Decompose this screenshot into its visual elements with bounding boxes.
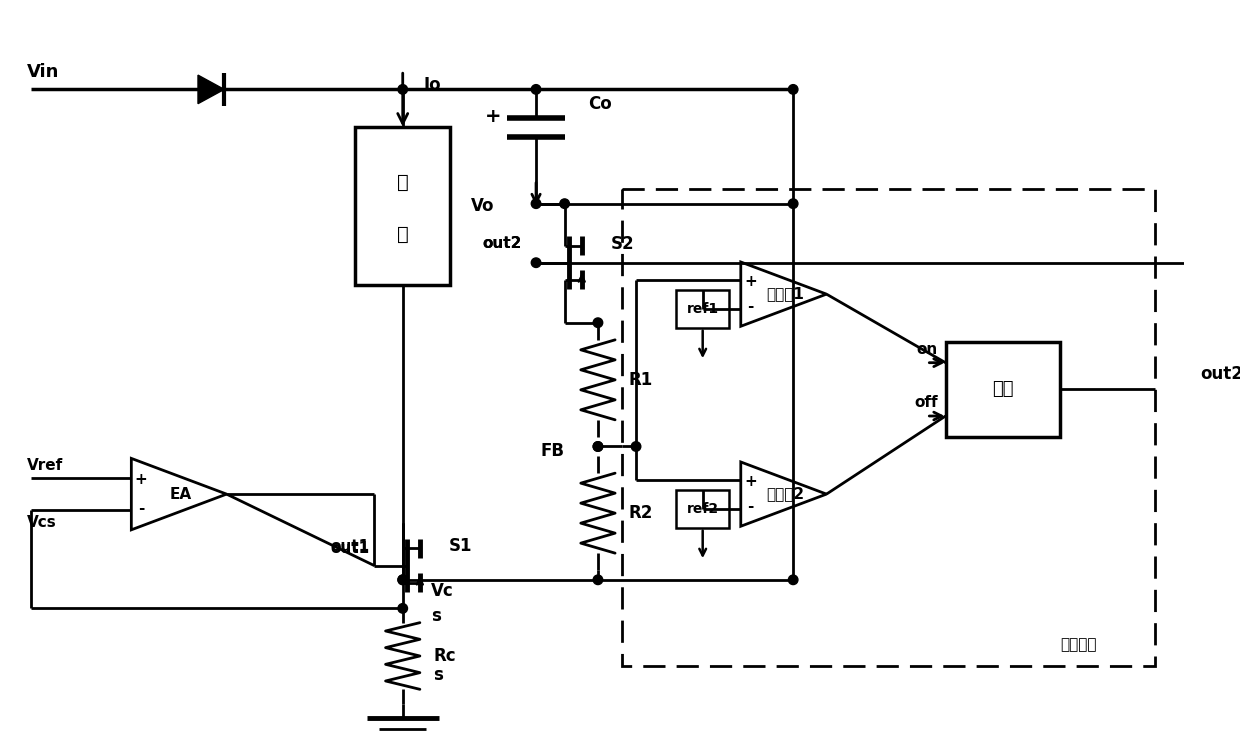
Bar: [355, 127, 450, 285]
Text: S1: S1: [449, 538, 472, 556]
Bar: [621, 190, 1154, 666]
Text: -: -: [748, 300, 754, 315]
Text: EA: EA: [170, 486, 192, 501]
Circle shape: [593, 442, 603, 451]
Text: +: +: [744, 474, 756, 489]
Text: +: +: [485, 107, 501, 126]
Text: FB: FB: [541, 442, 564, 460]
Text: -: -: [748, 499, 754, 514]
Text: 控制电路: 控制电路: [1060, 637, 1097, 652]
Text: +: +: [744, 274, 756, 288]
Text: 负: 负: [397, 173, 409, 192]
Circle shape: [398, 575, 408, 584]
Circle shape: [789, 575, 797, 584]
Text: -: -: [138, 501, 144, 516]
Text: ref2: ref2: [687, 501, 719, 516]
Bar: [676, 290, 729, 328]
Text: 载: 载: [397, 225, 409, 244]
Circle shape: [593, 442, 603, 451]
Text: out1: out1: [330, 541, 370, 556]
Text: ref1: ref1: [687, 302, 719, 316]
Circle shape: [559, 199, 569, 209]
Text: 比较器2: 比较器2: [766, 486, 805, 501]
Bar: [946, 342, 1060, 437]
Text: Rc: Rc: [433, 647, 456, 665]
Circle shape: [531, 199, 541, 209]
Text: on: on: [916, 342, 937, 357]
Text: off: off: [914, 395, 937, 410]
Text: Vin: Vin: [26, 63, 60, 81]
Text: Co: Co: [589, 95, 613, 113]
Text: out2: out2: [482, 236, 522, 252]
Text: out1: out1: [330, 539, 370, 554]
Text: Io: Io: [424, 75, 441, 93]
Circle shape: [631, 442, 641, 451]
Text: Vref: Vref: [26, 458, 63, 473]
Text: Vcs: Vcs: [26, 515, 56, 530]
Polygon shape: [198, 75, 224, 104]
Text: Vo: Vo: [471, 197, 495, 215]
Text: +: +: [134, 472, 148, 487]
Text: 逻辑: 逻辑: [992, 380, 1013, 398]
Circle shape: [789, 84, 797, 94]
Text: R1: R1: [629, 370, 652, 389]
Circle shape: [593, 575, 603, 584]
Circle shape: [593, 318, 603, 328]
Circle shape: [531, 84, 541, 94]
Text: 比较器1: 比较器1: [766, 287, 805, 302]
Bar: [676, 489, 729, 528]
Text: S2: S2: [610, 235, 634, 253]
Text: out2: out2: [1200, 365, 1240, 383]
Text: R2: R2: [629, 505, 652, 522]
Text: s: s: [432, 607, 441, 625]
Circle shape: [531, 258, 541, 267]
Circle shape: [398, 575, 408, 584]
Text: s: s: [433, 666, 443, 684]
Circle shape: [398, 84, 408, 94]
Text: out2: out2: [482, 236, 522, 252]
Circle shape: [398, 604, 408, 613]
Text: Vc: Vc: [432, 582, 454, 600]
Circle shape: [789, 199, 797, 209]
